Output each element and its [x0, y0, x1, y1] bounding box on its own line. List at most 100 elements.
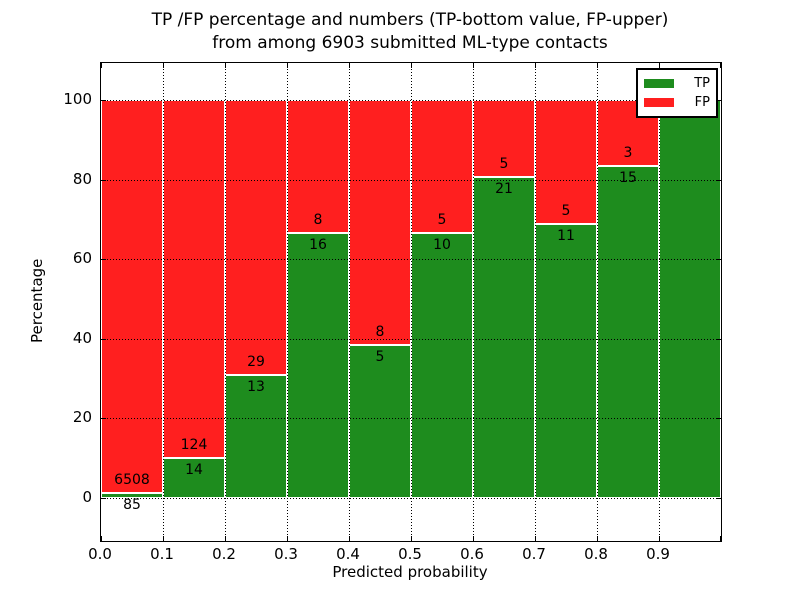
x-tick-label: 0.0	[88, 545, 112, 563]
y-tick-mark	[101, 498, 106, 499]
v-gridline	[411, 63, 412, 541]
x-tick-label: 0.3	[274, 545, 298, 563]
bar-segment-tp	[597, 166, 659, 498]
x-tick-mark	[287, 63, 288, 68]
bar-label-tp: 85	[123, 496, 141, 513]
x-tick-mark	[720, 536, 721, 541]
x-tick-mark	[659, 63, 660, 68]
x-tick-mark	[411, 63, 412, 68]
x-axis-title: Predicted probability	[332, 563, 488, 581]
y-tick-mark	[716, 498, 721, 499]
legend-entry-fp: FP	[644, 93, 710, 112]
x-tick-mark	[597, 536, 598, 541]
x-tick-label: 0.8	[584, 545, 608, 563]
y-tick-mark	[101, 100, 106, 101]
v-gridline	[473, 63, 474, 541]
legend: TP FP	[636, 68, 718, 118]
x-tick-mark	[287, 536, 288, 541]
y-tick-mark	[101, 259, 106, 261]
y-tick-mark	[101, 418, 106, 420]
bar-label-tp: 14	[185, 461, 203, 478]
bar-segment-tp	[659, 100, 721, 498]
x-tick-mark	[225, 63, 226, 68]
y-tick-mark	[101, 338, 106, 340]
bar-label-fp: 6508	[114, 471, 150, 488]
v-gridline	[349, 63, 350, 541]
bar-label-fp: 3	[623, 145, 633, 162]
legend-entry-tp: TP	[644, 74, 710, 93]
chart-title-line2: from among 6903 submitted ML-type contac…	[212, 33, 608, 53]
bar-segment-fp	[225, 100, 287, 375]
bar-label-tp: 11	[557, 228, 575, 245]
x-tick-mark	[597, 63, 598, 68]
bar-label-fp: 5	[561, 203, 571, 220]
y-tick-mark	[716, 418, 721, 420]
bar-label-fp: 8	[375, 323, 385, 340]
y-axis-title: Percentage	[28, 258, 46, 344]
x-tick-mark	[473, 536, 474, 541]
tp-legend-label: TP	[694, 76, 710, 91]
v-gridline	[597, 63, 598, 541]
bar-label-tp: 16	[309, 236, 327, 253]
v-gridline	[225, 63, 226, 541]
fp-legend-label: FP	[694, 95, 710, 110]
x-tick-mark	[163, 63, 164, 68]
v-gridline	[659, 63, 660, 541]
bar-segment-tp	[163, 457, 225, 498]
x-tick-mark	[101, 536, 102, 541]
bar-label-tp: 5	[375, 348, 385, 365]
bar-label-tp: 13	[247, 378, 265, 395]
x-tick-mark	[349, 63, 350, 68]
y-tick-label: 60	[72, 249, 92, 268]
x-tick-label: 0.4	[336, 545, 360, 563]
y-tick-mark	[716, 100, 721, 101]
x-tick-mark	[411, 536, 412, 541]
bar-segment-tp	[349, 344, 411, 498]
bar-label-fp: 124	[180, 436, 208, 453]
bar-segment-tp	[287, 232, 349, 498]
x-tick-mark	[720, 63, 721, 68]
bar-segment-tp	[101, 492, 163, 498]
y-tick-label: 100	[63, 90, 92, 108]
bar-label-tp: 15	[619, 170, 637, 187]
x-tick-mark	[349, 536, 350, 541]
bar-segment-fp	[411, 100, 473, 233]
y-tick-mark	[716, 259, 721, 261]
x-tick-label: 0.1	[150, 545, 174, 563]
x-tick-label: 0.5	[398, 545, 422, 563]
y-tick-mark	[716, 338, 721, 340]
x-tick-mark	[535, 63, 536, 68]
x-tick-mark	[473, 63, 474, 68]
fp-legend-swatch	[644, 98, 674, 107]
bar-segment-tp	[473, 176, 535, 498]
bar-segment-fp	[163, 100, 225, 458]
x-tick-label: 0.6	[460, 545, 484, 563]
x-tick-mark	[225, 536, 226, 541]
v-gridline	[535, 63, 536, 541]
y-tick-label: 40	[72, 328, 92, 347]
bar-label-fp: 5	[499, 155, 509, 172]
x-tick-mark	[101, 63, 102, 68]
chart-title-line1: TP /FP percentage and numbers (TP-bottom…	[151, 10, 669, 30]
bar-segment-fp	[349, 100, 411, 345]
bar-label-fp: 8	[313, 211, 323, 228]
bar-segment-fp	[101, 100, 163, 493]
chart-title: TP /FP percentage and numbers (TP-bottom…	[90, 9, 730, 55]
x-tick-label: 0.9	[646, 545, 670, 563]
bar-segment-fp	[535, 100, 597, 225]
bar-label-fp: 29	[247, 353, 265, 370]
bar-segment-tp	[535, 224, 597, 498]
y-tick-mark	[716, 179, 721, 181]
x-tick-mark	[163, 536, 164, 541]
bar-segment-tp	[411, 232, 473, 498]
x-tick-mark	[659, 536, 660, 541]
bar-label-tp: 10	[433, 236, 451, 253]
y-tick-mark	[101, 179, 106, 181]
y-tick-label: 0	[82, 488, 92, 506]
bar-label-tp: 21	[495, 180, 513, 197]
x-tick-label: 0.7	[522, 545, 546, 563]
y-tick-label: 80	[72, 169, 92, 188]
tp-legend-swatch	[644, 79, 674, 88]
x-tick-mark	[535, 536, 536, 541]
